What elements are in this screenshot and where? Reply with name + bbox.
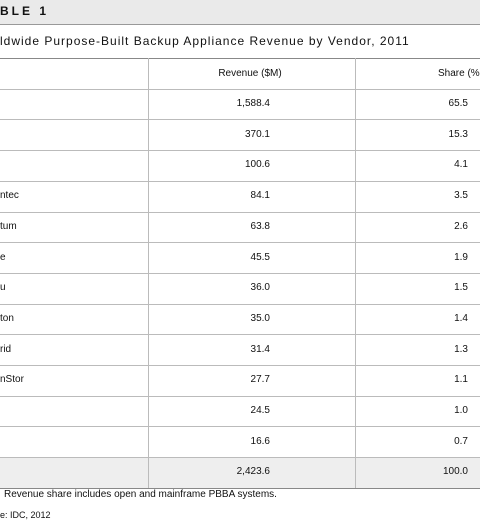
row-border bbox=[0, 395, 480, 397]
vendor-cell: ton bbox=[0, 312, 14, 324]
row-border bbox=[0, 303, 480, 305]
table-top-border bbox=[0, 58, 480, 59]
share-cell: 15.3 bbox=[448, 128, 468, 140]
row-border bbox=[0, 334, 480, 336]
row-border bbox=[0, 426, 480, 428]
table-subtitle: ldwide Purpose-Built Backup Appliance Re… bbox=[0, 34, 410, 48]
title-bar bbox=[0, 0, 480, 25]
revenue-cell: 24.5 bbox=[250, 405, 270, 417]
revenue-cell: 16.6 bbox=[250, 435, 270, 447]
table-bottom-border bbox=[0, 487, 480, 489]
revenue-cell: 100.6 bbox=[244, 159, 270, 171]
vendor-cell: tum bbox=[0, 220, 17, 232]
share-cell: 1.3 bbox=[454, 343, 468, 355]
row-border bbox=[0, 365, 480, 366]
vendor-cell: u bbox=[0, 282, 6, 294]
revenue-cell: 27.7 bbox=[250, 374, 270, 386]
share-cell: 1.1 bbox=[454, 374, 468, 386]
revenue-cell: 63.8 bbox=[250, 220, 270, 232]
row-border bbox=[0, 272, 480, 274]
share-cell: 1.9 bbox=[454, 251, 468, 263]
vendor-cell: nStor bbox=[0, 374, 24, 386]
row-border bbox=[0, 180, 480, 182]
share-cell: 1.4 bbox=[454, 312, 468, 324]
share-cell: 0.7 bbox=[454, 435, 468, 447]
header-text-revenue: Revenue ($M) bbox=[218, 68, 282, 79]
share-cell: 65.5 bbox=[448, 98, 468, 110]
vendor-cell: rid bbox=[0, 343, 12, 355]
revenue-cell: 45.5 bbox=[250, 251, 270, 263]
revenue-cell: 31.4 bbox=[250, 343, 270, 355]
total-row-bg bbox=[0, 457, 480, 488]
row-border bbox=[0, 88, 480, 90]
share-cell: 2.6 bbox=[454, 220, 468, 232]
source: e: IDC, 2012 bbox=[0, 510, 51, 520]
revenue-cell: 36.0 bbox=[250, 282, 270, 294]
share-cell: 1.0 bbox=[454, 405, 468, 417]
footnote: Revenue share includes open and mainfram… bbox=[4, 489, 277, 500]
row-border bbox=[0, 457, 480, 459]
vendor-cell: e bbox=[0, 251, 6, 263]
revenue-cell: 84.1 bbox=[250, 190, 270, 202]
row-border bbox=[0, 119, 480, 121]
row-border bbox=[0, 211, 480, 213]
revenue-cell: 370.1 bbox=[244, 128, 270, 140]
share-cell: 3.5 bbox=[454, 190, 468, 202]
vendor-cell: ntec bbox=[0, 190, 19, 202]
revenue-cell: 35.0 bbox=[250, 312, 270, 324]
revenue-cell: 1,588.4 bbox=[236, 98, 270, 110]
row-border bbox=[0, 242, 480, 244]
share-cell: 1.5 bbox=[454, 282, 468, 294]
header-text-share: Share (% bbox=[438, 68, 480, 79]
revenue-cell: 2,423.6 bbox=[236, 466, 270, 478]
table-title: BLE 1 bbox=[0, 4, 50, 18]
row-border bbox=[0, 150, 480, 152]
share-cell: 4.1 bbox=[454, 159, 468, 171]
share-cell: 100.0 bbox=[442, 466, 468, 478]
